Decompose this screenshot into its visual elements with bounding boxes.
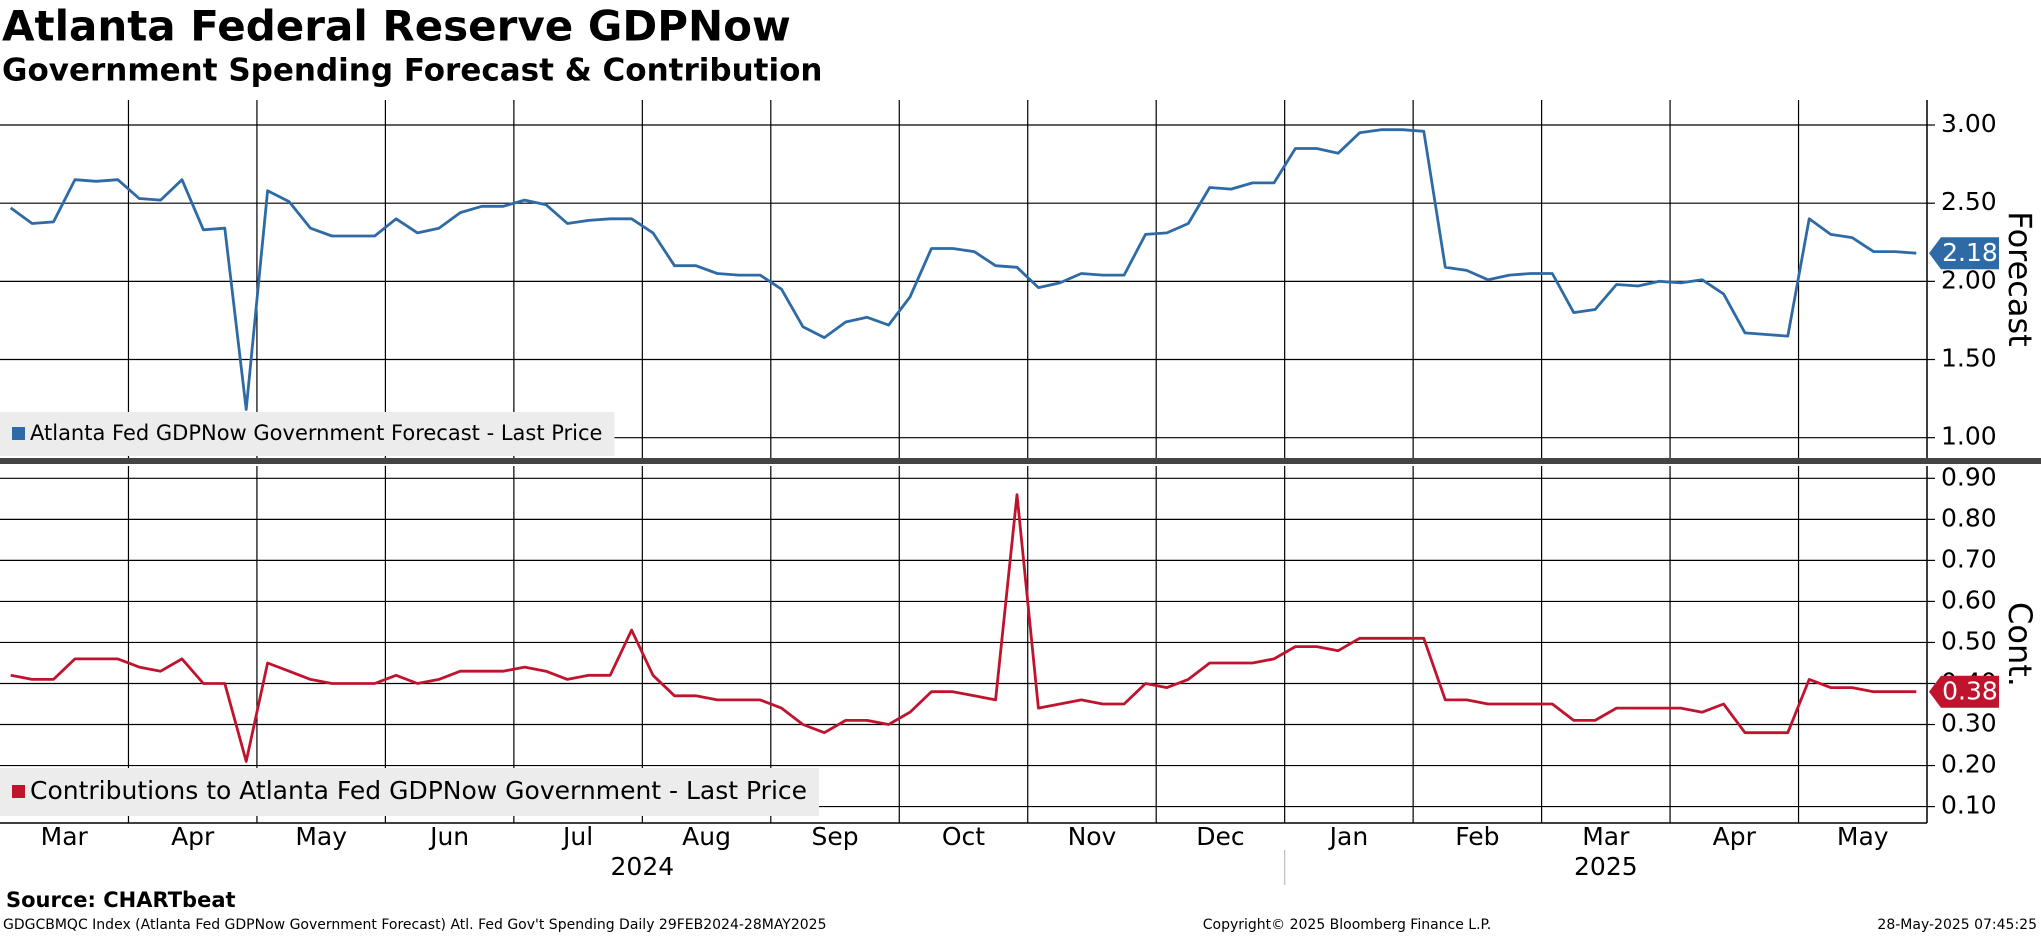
x-tick-label: Dec bbox=[1196, 822, 1244, 851]
series-line bbox=[9, 128, 1917, 411]
x-tick-label: Aug bbox=[682, 822, 731, 851]
x-group-label: 2024 bbox=[611, 852, 675, 881]
legend-marker bbox=[12, 427, 25, 440]
y-tick-label: 2.00 bbox=[1941, 265, 1997, 294]
last-value-tag bbox=[1929, 237, 1999, 270]
last-value-label: 2.18 bbox=[1942, 238, 1998, 267]
x-tick-label: Feb bbox=[1455, 822, 1499, 851]
y-tick-label: 0.50 bbox=[1941, 626, 1997, 655]
x-group-label: 2025 bbox=[1574, 852, 1638, 881]
panel-separator bbox=[0, 458, 2041, 464]
x-tick-label: Apr bbox=[1713, 822, 1757, 851]
legend-marker bbox=[12, 785, 25, 798]
legend: Atlanta Fed GDPNow Government Forecast -… bbox=[0, 412, 615, 456]
x-tick-label: May bbox=[295, 822, 347, 851]
legend: Contributions to Atlanta Fed GDPNow Gove… bbox=[0, 768, 820, 816]
footer-left: GDGCBMQC Index (Atlanta Fed GDPNow Gover… bbox=[3, 917, 827, 933]
footer-right: 28-May-2025 07:45:25 bbox=[1877, 917, 2037, 933]
x-tick-label: Jun bbox=[428, 822, 469, 851]
series-line bbox=[10, 493, 1917, 763]
chart-title: Atlanta Federal Reserve GDPNow bbox=[2, 2, 791, 51]
y-tick-label: 3.00 bbox=[1941, 109, 1997, 138]
y-tick-label: 0.90 bbox=[1941, 462, 1997, 491]
y-axis-title: Cont. bbox=[2001, 602, 2039, 687]
y-tick-label: 0.80 bbox=[1941, 503, 1997, 532]
y-tick-label: 2.50 bbox=[1941, 187, 1997, 216]
footer-center: Copyright© 2025 Bloomberg Finance L.P. bbox=[1203, 917, 1492, 933]
last-value-label: 0.38 bbox=[1942, 677, 1998, 706]
x-tick-label: Oct bbox=[942, 822, 985, 851]
legend-background bbox=[0, 768, 820, 816]
x-tick-label: Jan bbox=[1328, 822, 1369, 851]
x-tick-label: May bbox=[1837, 822, 1889, 851]
y-tick-label: 0.30 bbox=[1941, 709, 1997, 738]
last-value-tag bbox=[1929, 675, 1999, 708]
y-tick-label: 0.10 bbox=[1941, 791, 1997, 820]
chart-subtitle: Government Spending Forecast & Contribut… bbox=[2, 53, 822, 89]
y-tick-label: 1.50 bbox=[1941, 344, 1997, 373]
y-tick-label: 0.70 bbox=[1941, 544, 1997, 573]
source: Source: CHARTbeat bbox=[6, 888, 236, 912]
y-tick-label: 0.60 bbox=[1941, 585, 1997, 614]
legend-label: Atlanta Fed GDPNow Government Forecast -… bbox=[30, 421, 602, 445]
x-tick-label: Jul bbox=[561, 822, 593, 851]
y-tick-label: 0.20 bbox=[1941, 750, 1997, 779]
y-axis-title: Forecast bbox=[2001, 211, 2039, 346]
legend-background bbox=[0, 412, 615, 456]
x-tick-label: Mar bbox=[1582, 822, 1630, 851]
x-tick-label: Nov bbox=[1068, 822, 1117, 851]
x-tick-label: Sep bbox=[811, 822, 858, 851]
legend-label: Contributions to Atlanta Fed GDPNow Gove… bbox=[30, 776, 807, 805]
x-tick-label: Apr bbox=[171, 822, 215, 851]
x-tick-label: Mar bbox=[41, 822, 89, 851]
y-tick-label: 1.00 bbox=[1941, 422, 1997, 451]
